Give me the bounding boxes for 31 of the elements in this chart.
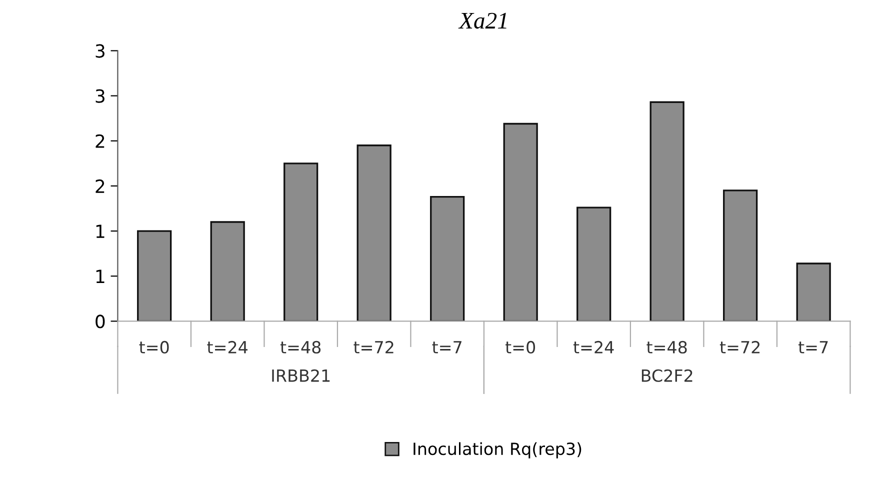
bar [796, 262, 831, 322]
x-tick-label: t=48 [646, 340, 687, 354]
x-tick-label: t=7 [432, 341, 462, 354]
y-tick-label: 3 [96, 44, 104, 58]
bar [576, 206, 612, 322]
x-tick-label: t=48 [280, 340, 321, 354]
y-tick-label: 1 [96, 270, 104, 283]
bar [210, 221, 245, 322]
y-tick-label: 3 [96, 89, 104, 103]
bar [356, 144, 392, 322]
y-tick-label: 2 [96, 179, 104, 193]
bar [284, 162, 318, 322]
bar [137, 230, 172, 322]
x-tick-label: t=24 [573, 340, 614, 354]
y-tick-label: 2 [96, 134, 104, 148]
text: BC2F2 [642, 369, 692, 382]
y-tick-label: 1 [96, 224, 104, 238]
y-tick-label: 0 [96, 314, 105, 328]
x-tick-label: t=7 [798, 341, 828, 354]
text: IRBB21 [272, 369, 330, 382]
legend-label: Inoculation Rq(rep3) [414, 442, 582, 458]
x-tick-label: t=72 [354, 340, 394, 354]
x-tick-label: t=0 [139, 340, 169, 354]
bar [723, 190, 758, 322]
x-tick-label: t=24 [207, 340, 248, 354]
bar [650, 101, 684, 322]
bar [430, 196, 465, 322]
chart-title: Xa21 [458, 12, 506, 29]
x-tick-label: t=72 [720, 340, 760, 354]
bar [503, 122, 538, 322]
x-tick-label: t=0 [505, 340, 536, 354]
